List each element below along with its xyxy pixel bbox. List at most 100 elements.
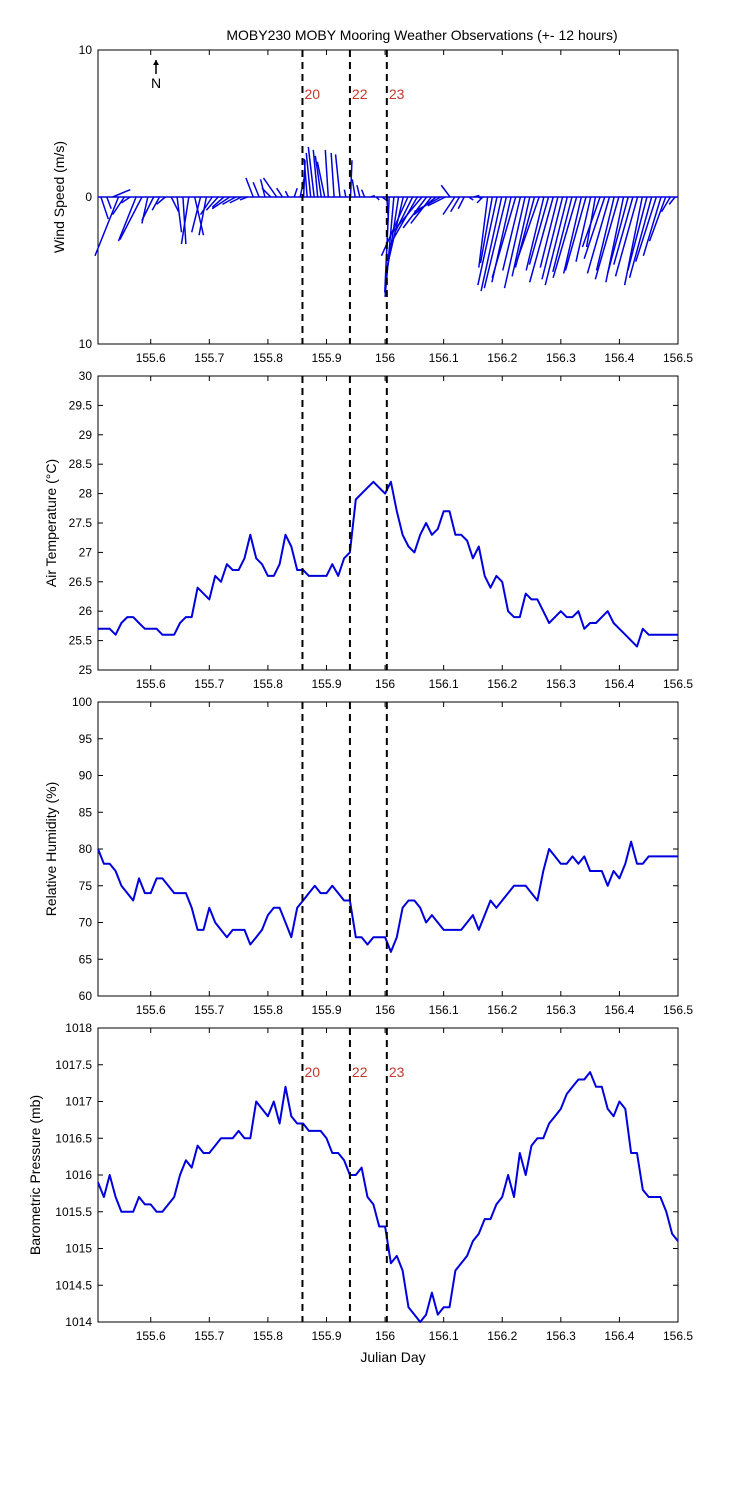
wind-stick [120, 196, 131, 204]
wind-stick [119, 196, 143, 240]
x-tick-label: 156.3 [546, 1003, 576, 1017]
y-tick-label: 100 [72, 695, 92, 709]
wind-stick [628, 196, 653, 279]
wind-stick [106, 196, 112, 210]
wind-stick [262, 177, 278, 198]
wind-stick [427, 196, 446, 207]
north-arrowhead-icon [153, 60, 159, 65]
x-tick-label: 155.9 [311, 351, 341, 365]
x-tick-label: 156.1 [429, 1003, 459, 1017]
x-axis-title: Julian Day [360, 1349, 425, 1365]
wind-stick [502, 196, 522, 271]
wind-y-axis-title: Wind Speed (m/s) [51, 141, 67, 253]
air_temperature-line [98, 480, 678, 648]
wind-stick [440, 184, 451, 198]
x-tick-label: 155.8 [253, 1003, 283, 1017]
y-tick-label: 29.5 [69, 398, 93, 412]
wind-stick [525, 196, 545, 271]
figure-title: MOBY230 MOBY Mooring Weather Observation… [226, 27, 617, 43]
wind-stick [349, 160, 353, 198]
y-tick-label: 1015 [65, 1242, 92, 1256]
x-tick-label: 156 [375, 1003, 395, 1017]
y-tick-label: 1014 [65, 1315, 92, 1329]
wind-stick [141, 196, 155, 221]
wind-stick [303, 158, 308, 198]
y-tick-label: 28.5 [69, 457, 93, 471]
wind-stick [413, 196, 442, 213]
wind-stick [356, 185, 361, 198]
y-tick-label: 1017 [65, 1095, 92, 1109]
wind-stick [245, 177, 254, 198]
y-tick-label: 1014.5 [55, 1278, 92, 1292]
relative_humidity-line [97, 840, 678, 953]
wind-stick [478, 196, 489, 268]
wind-stick [307, 146, 315, 198]
wind-stick [539, 196, 559, 268]
wind-stick [477, 196, 498, 286]
x-tick-label: 155.6 [136, 1329, 166, 1343]
x-tick-label: 156.4 [604, 351, 634, 365]
x-tick-label: 156.3 [546, 1329, 576, 1343]
wind-stick [284, 190, 290, 198]
x-tick-label: 156.5 [663, 1003, 693, 1017]
y-tick-label: 25.5 [69, 634, 93, 648]
y-tick-label: 25 [79, 663, 93, 677]
wind-panel: 155.6 155.7 155.8 155.9 156 156.1 156.2 156.3 15… [51, 43, 693, 365]
y-tick-label: 70 [79, 916, 93, 930]
y-tick-label: 30 [79, 369, 93, 383]
y-tick-label: 26 [79, 604, 93, 618]
wind-stick [211, 196, 225, 208]
wind-stick [176, 196, 183, 233]
wind-stick [564, 196, 587, 271]
wind-stick [606, 196, 629, 274]
wind-stick [94, 196, 120, 257]
wind-stick [211, 196, 231, 210]
relative_humidity-panel: 155.6 155.7 155.8 155.9 156 156.1 156.2 156.3 15… [43, 695, 693, 1017]
event-marker-label: 20 [304, 1064, 320, 1080]
x-tick-label: 155.6 [136, 1003, 166, 1017]
relative_humidity-axes-frame [97, 701, 679, 997]
y-tick-label: 28 [79, 487, 93, 501]
x-tick-label: 155.9 [311, 1003, 341, 1017]
x-tick-label: 155.8 [253, 677, 283, 691]
wind-stick [222, 196, 237, 206]
wind-stick [384, 196, 404, 274]
wind-stick [276, 187, 284, 198]
y-tick-label: 1018 [65, 1021, 92, 1035]
wind-stick [583, 196, 606, 259]
wind-stick [613, 196, 634, 265]
wind-stick [305, 152, 312, 198]
x-tick-label: 156.5 [663, 677, 693, 691]
wind-stick [503, 196, 526, 289]
wind-stick [595, 196, 615, 271]
x-tick-label: 156.2 [487, 1329, 517, 1343]
wind-stick [575, 196, 592, 262]
wind-stick [334, 154, 341, 198]
wind-stick [476, 196, 484, 204]
event-marker-label: 22 [352, 1064, 368, 1080]
event-marker-label: 23 [389, 1064, 405, 1080]
wind-stick [480, 196, 503, 292]
x-tick-label: 156.4 [604, 677, 634, 691]
wind-stick [581, 196, 601, 248]
wind-stick [516, 196, 540, 261]
y-tick-label: 75 [79, 879, 93, 893]
air_temperature-axes-frame [97, 375, 679, 671]
wind-stick [511, 196, 531, 277]
air_temperature-y-axis-title: Air Temperature (°C) [43, 459, 59, 587]
y-tick-label: 95 [79, 732, 93, 746]
y-tick-label: 85 [79, 805, 93, 819]
wind-stick [614, 196, 639, 277]
y-tick-label: 60 [79, 989, 93, 1003]
chart-panels: 155.6 155.7 155.8 155.9 156 156.1 156.2 156.3 15… [27, 43, 693, 1343]
wind-stick [316, 161, 326, 198]
wind-stick [660, 196, 672, 213]
wind-stick [623, 196, 643, 286]
event-marker-label: 22 [352, 86, 368, 102]
wind-stick [402, 196, 428, 229]
wind-stick [473, 194, 480, 198]
x-tick-label: 155.9 [311, 677, 341, 691]
wind-stick [314, 155, 322, 198]
x-tick-label: 156 [375, 1329, 395, 1343]
